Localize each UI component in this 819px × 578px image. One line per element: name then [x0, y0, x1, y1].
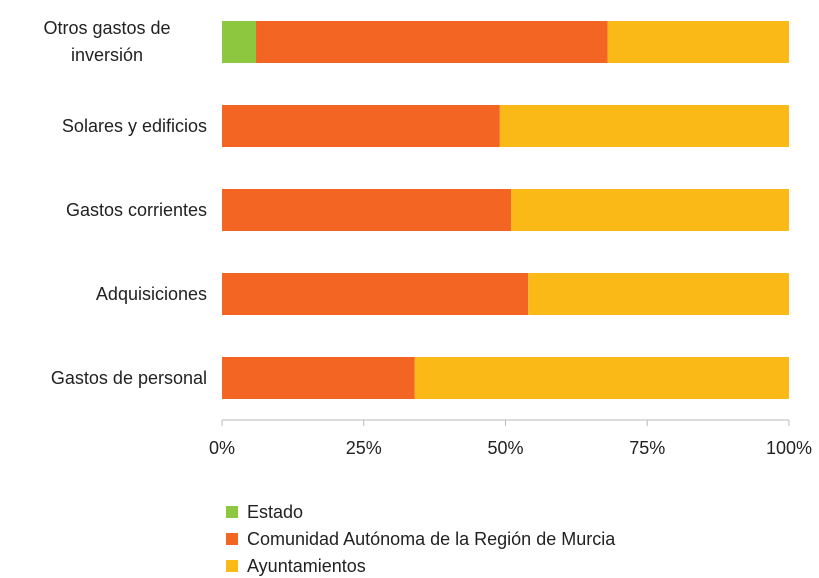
bar-segment: [499, 105, 789, 147]
category-label-box: Otros gastos de inversión: [7, 12, 207, 72]
bar-segment: [256, 21, 608, 63]
category-label-box: Gastos corrientes: [66, 180, 207, 240]
category-label-box: Gastos de personal: [51, 348, 207, 408]
x-tick-label: 25%: [346, 438, 382, 458]
bar-segment: [222, 189, 512, 231]
bar-segment: [528, 273, 789, 315]
y-tick-label: Gastos corrientes: [65, 199, 207, 220]
legend-label: Estado: [247, 502, 303, 522]
bar-segment: [222, 21, 257, 63]
legend-label: Comunidad Autónoma de la Región de Murci…: [247, 529, 616, 549]
bar-segment: [222, 105, 500, 147]
legend-swatch: [226, 533, 238, 545]
legend-swatch: [226, 506, 238, 518]
bar-segment: [414, 357, 789, 399]
x-tick-label: 100%: [766, 438, 812, 458]
category-label-box: Adquisiciones: [96, 264, 207, 324]
bar-segment: [511, 189, 789, 231]
bar-segment: [222, 273, 529, 315]
x-tick-label: 0%: [209, 438, 235, 458]
category-label-box: Solares y edificios: [62, 96, 207, 156]
legend-swatch: [226, 560, 238, 572]
x-tick-label: 50%: [487, 438, 523, 458]
y-tick-label: Otros gastos de inversión: [43, 18, 171, 65]
y-tick-label: Gastos de personal: [50, 367, 207, 388]
y-tick-label: Solares y edificios: [61, 115, 207, 136]
x-tick-label: 75%: [629, 438, 665, 458]
bar-segment: [222, 357, 415, 399]
y-tick-label: Adquisiciones: [95, 283, 207, 304]
bar-segment: [607, 21, 789, 63]
legend-label: Ayuntamientos: [247, 556, 366, 576]
